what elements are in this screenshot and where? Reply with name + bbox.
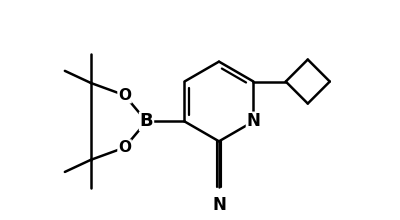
Text: N: N (212, 196, 226, 214)
Text: B: B (140, 112, 153, 130)
Text: O: O (118, 88, 131, 103)
Text: O: O (118, 140, 131, 155)
Text: N: N (246, 112, 260, 130)
